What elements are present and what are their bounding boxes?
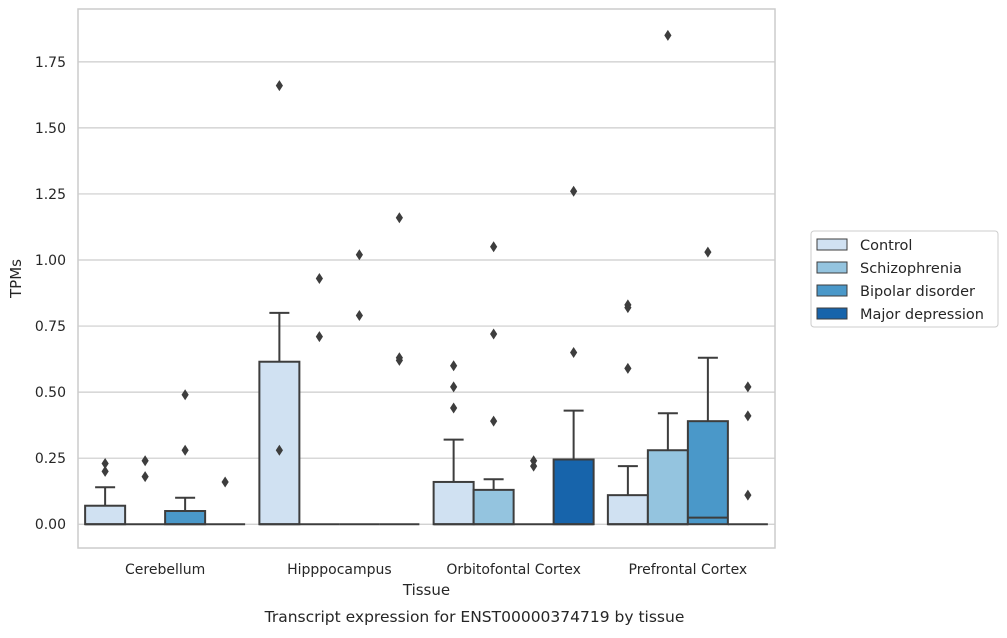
box-group: [432, 360, 475, 526]
x-axis-label: Tissue: [402, 581, 450, 599]
x-tick-label: Hipppocampus: [287, 562, 392, 578]
y-tick-label: 0.00: [35, 517, 66, 533]
legend-swatch: [816, 261, 848, 274]
box-body: [432, 480, 475, 526]
box-group: [646, 29, 689, 526]
outlier-point: [744, 381, 752, 393]
box-group: [299, 273, 340, 526]
outlier-point: [101, 465, 109, 477]
outlier-point: [181, 444, 189, 456]
box-group: [205, 476, 246, 526]
y-tick-label: 1.25: [35, 187, 66, 203]
box-group: [552, 185, 595, 526]
box-body: [84, 504, 127, 526]
box-body: [686, 420, 729, 526]
outlier-point: [395, 352, 403, 364]
gridlines: [78, 61, 775, 525]
outlier-point: [355, 309, 363, 321]
box-group: [606, 299, 649, 526]
chart-caption: Transcript expression for ENST0000037471…: [264, 608, 685, 626]
outlier-point: [570, 346, 578, 358]
outlier-point: [704, 246, 712, 258]
box-group: [258, 80, 301, 526]
box-group: [84, 457, 127, 526]
outlier-point: [275, 80, 283, 92]
outlier-point: [450, 402, 458, 414]
outlier-point: [395, 212, 403, 224]
outlier-point: [221, 476, 229, 488]
outlier-point: [141, 471, 149, 483]
outlier-point: [570, 185, 578, 197]
legend-label: Control: [860, 238, 912, 254]
x-tick-label: Orbitofontal Cortex: [446, 562, 581, 578]
box-group: [472, 241, 515, 526]
box-body: [606, 494, 649, 526]
box-group: [686, 246, 729, 526]
legend-swatch: [816, 284, 848, 297]
outlier-point: [530, 455, 538, 467]
outlier-point: [744, 489, 752, 501]
outlier-point: [624, 362, 632, 374]
box-group: [125, 455, 166, 526]
outlier-point: [664, 29, 672, 41]
legend-swatch: [816, 307, 848, 320]
legend-label: Schizophrenia: [860, 261, 962, 277]
legend-label: Major depression: [860, 307, 984, 323]
x-tick-label: Prefrontal Cortex: [629, 562, 748, 578]
y-axis-label: TPMs: [7, 259, 25, 299]
outlier-point: [450, 360, 458, 372]
x-tick-label: Cerebellum: [125, 562, 205, 578]
outlier-point: [101, 457, 109, 469]
boxes: [84, 29, 768, 526]
box-group: [379, 212, 420, 526]
box-body: [552, 458, 595, 526]
outlier-point: [315, 273, 323, 284]
legend-frame: [810, 230, 999, 328]
box-body: [258, 360, 301, 526]
y-tick-label: 1.00: [35, 253, 66, 269]
box-body: [646, 449, 689, 526]
box-group: [513, 455, 554, 526]
outlier-point: [624, 299, 632, 311]
y-tick-label: 0.75: [35, 319, 66, 335]
y-tick-label: 1.50: [35, 121, 66, 137]
outlier-point: [355, 249, 363, 261]
outlier-point: [275, 444, 283, 456]
box-group: [164, 389, 207, 526]
outlier-point: [490, 241, 498, 253]
y-tick-label: 0.50: [35, 385, 66, 401]
y-tick-label: 0.25: [35, 451, 66, 467]
outlier-point: [450, 381, 458, 393]
tick-labels: 0.00 0.25 0.50 0.75 1.00 1.25 1.50 1.75 Cerebell…: [35, 55, 747, 578]
legend: Control Schizophrenia Bipolar disorder Majo…: [810, 230, 999, 328]
outlier-point: [181, 389, 189, 401]
box-body: [164, 510, 207, 526]
outlier-point: [490, 415, 498, 427]
plot-frame: [77, 8, 776, 549]
legend-label: Bipolar disorder: [860, 284, 975, 300]
outlier-point: [141, 455, 149, 467]
box-group: [727, 381, 768, 526]
box-group: [339, 249, 380, 526]
outlier-point: [315, 331, 323, 343]
y-tick-label: 1.75: [35, 55, 66, 71]
outlier-point: [744, 410, 752, 422]
box-body: [472, 488, 515, 526]
outlier-point: [490, 328, 498, 340]
legend-swatch: [816, 238, 848, 251]
